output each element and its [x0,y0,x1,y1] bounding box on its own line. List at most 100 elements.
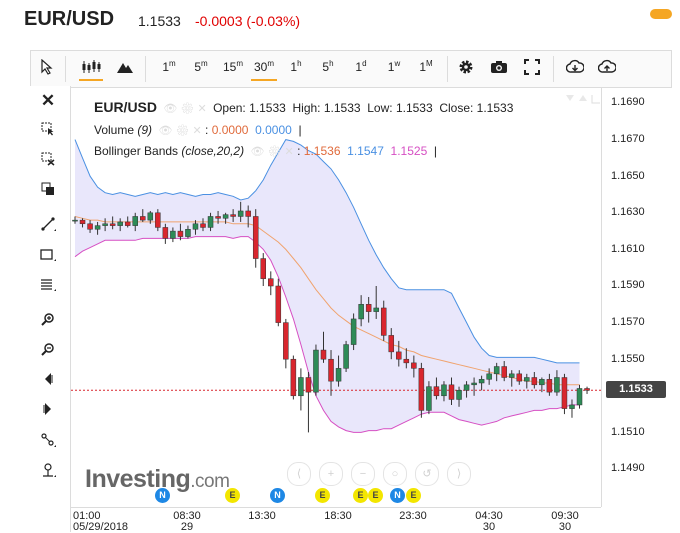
event-marker-economic[interactable]: E [225,488,240,503]
candle-body [539,379,545,386]
quote-header: EUR/USD 1.1533 -0.0003 (-0.03%) [0,0,680,42]
select-area-icon[interactable] [38,122,58,138]
camera-icon[interactable] [489,59,509,79]
candle-body [584,388,590,391]
close-icon[interactable]: ✕ [40,91,56,110]
event-marker-economic[interactable]: E [406,488,421,503]
fullscreen-icon[interactable] [523,59,541,79]
rectangle-icon[interactable] [38,248,58,264]
y-tick-label: 1.1630 [611,206,645,218]
legend-low-value: 1.1533 [395,101,433,115]
candle-body [185,229,191,237]
candle-body [222,214,229,219]
current-price-tag: 1.1533 [606,381,666,398]
timeframe-5h[interactable]: 5h [322,59,334,74]
candle-body [396,351,402,360]
magnet-icon[interactable] [38,432,58,448]
volume-param: (9) [137,123,153,137]
event-marker-news[interactable]: N [155,488,170,503]
price-chart[interactable] [71,87,601,507]
toolbar-divider [145,56,146,82]
visibility-icons[interactable]: 👁 ⚙ ✕ [155,125,202,137]
legend-ohlc: EUR/USD 👁 ⚙ ✕ Open: 1.1533 High: 1.1533 … [94,99,513,115]
candle-body [418,368,425,411]
candle-body [426,386,432,411]
timeframe-1d[interactable]: 1d [355,59,367,74]
y-tick-label: 1.1650 [611,170,645,182]
toolbar-divider [65,56,66,82]
legend-bollinger: Bollinger Bands (close,20,2) 👁 ⚙ ✕ : 1.1… [94,144,438,158]
nav-right-icon[interactable]: ⟩ [447,462,471,486]
candle-body [516,373,523,382]
candle-body [109,223,116,226]
timeframe-30m[interactable]: 30m [251,59,277,81]
candle-body [576,388,583,406]
timeframe-5m[interactable]: 5m [194,59,208,74]
candle-body [486,373,492,380]
candle-body [335,368,342,382]
nav-left-icon[interactable]: ⟨ [287,462,311,486]
event-marker-economic[interactable]: E [368,488,383,503]
legend-title: EUR/USD [94,99,158,115]
legend-close-value: 1.1533 [476,101,514,115]
chart-toolbar: 1m 5m 15m 30m 1h 5h 1d 1w 1M [30,50,672,88]
y-tick-label: 1.1690 [611,96,645,108]
candle-body [170,230,176,239]
x-tick-label: 08:30 29 [173,510,201,533]
nav-zoom-in-icon[interactable]: + [319,462,343,486]
mountain-chart-icon[interactable] [115,59,135,79]
settings-icon[interactable] [457,59,475,79]
candle-body [72,219,78,222]
nav-reset-icon[interactable]: ↺ [415,462,439,486]
last-price: 1.1533 [138,13,181,29]
candle-body [79,219,86,225]
candle-body [448,384,455,400]
candle-body [463,384,470,391]
candle-body [493,366,500,375]
trend-line-icon[interactable] [38,216,58,232]
timeframe-1m[interactable]: 1m [162,59,176,74]
candle-body [365,304,372,312]
menu-toggle[interactable] [650,9,672,19]
candle-body [305,377,312,393]
nav-zoom-out-icon[interactable]: − [351,462,375,486]
candle-body [554,377,560,393]
timeframe-15m[interactable]: 15m [222,59,244,74]
time-axis[interactable]: 01:00 05/29/2018 08:30 29 13:30 18:30 23:3… [71,507,601,533]
visibility-icons[interactable]: 👁 ⚙ ✕ [160,103,210,115]
nav-zoom-icon[interactable]: ○ [383,462,407,486]
price-change: -0.0003 (-0.03%) [195,13,301,29]
candle-body [117,221,123,226]
scroll-right-icon[interactable] [38,402,58,418]
timeframe-1w[interactable]: 1w [387,59,401,74]
timeframe-1M[interactable]: 1M [419,59,433,74]
volume-value-1: 0.0000 [211,123,249,137]
delete-drawings-icon[interactable] [38,152,58,168]
event-marker-economic[interactable]: E [315,488,330,503]
copy-icon[interactable] [38,182,58,198]
candle-body [441,384,447,397]
zoom-out-icon[interactable] [38,342,58,358]
measure-icon[interactable] [38,462,58,478]
event-marker-economic[interactable]: E [353,488,368,503]
candle-body [358,304,364,320]
event-marker-news[interactable]: N [270,488,285,503]
drawing-tools-panel: ✕ [30,86,71,532]
bollinger-lower-line [74,236,580,433]
event-marker-news[interactable]: N [390,488,405,503]
price-axis[interactable]: 1.1690 1.1670 1.1650 1.1630 1.1610 1.159… [601,87,680,507]
timeframe-1h[interactable]: 1h [290,59,302,74]
candle-body [478,379,485,384]
candle-body [313,349,319,393]
zoom-in-icon[interactable] [38,312,58,328]
scroll-left-icon[interactable] [38,372,58,388]
visibility-icons[interactable]: 👁 ⚙ ✕ [247,146,294,158]
y-tick-label: 1.1510 [611,426,645,438]
candlestick-icon[interactable] [79,59,103,81]
cursor-icon[interactable] [39,58,55,79]
legend-high-label: High: [292,101,321,115]
fibonacci-icon[interactable] [38,278,58,294]
download-icon[interactable] [565,59,585,79]
upload-icon[interactable] [597,59,617,79]
volume-value-2: 0.0000 [255,123,292,137]
